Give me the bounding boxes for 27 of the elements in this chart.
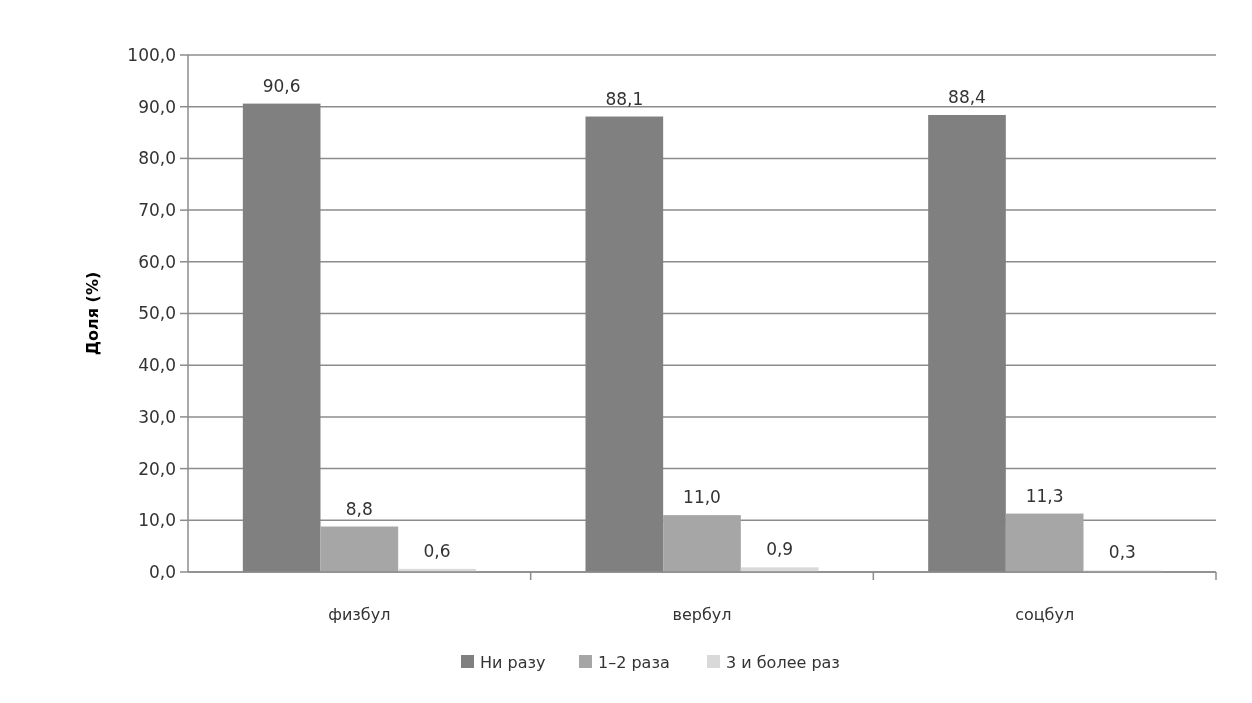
- data-label: 11,3: [1025, 485, 1064, 506]
- y-tick-label: 10,0: [138, 510, 176, 531]
- x-tick-label: вербул: [672, 605, 732, 624]
- data-label: 11,0: [683, 487, 721, 508]
- y-tick-label: 80,0: [138, 148, 176, 169]
- y-tick-label: 20,0: [138, 458, 176, 479]
- y-tick-label: 40,0: [138, 355, 176, 376]
- y-tick-label: 90,0: [138, 96, 176, 117]
- y-tick-label: 50,0: [138, 303, 176, 324]
- data-label: 88,4: [948, 86, 986, 107]
- data-label: 90,6: [262, 75, 301, 96]
- legend-label: 1–2 раза: [598, 652, 670, 672]
- y-tick-label: 60,0: [138, 251, 176, 272]
- y-axis-title: Доля (%): [83, 271, 102, 356]
- legend-label: Ни разу: [480, 652, 546, 672]
- data-label: 0,6: [423, 540, 451, 561]
- y-tick-label: 70,0: [138, 200, 176, 221]
- y-tick-label: 30,0: [138, 406, 176, 427]
- x-tick-label: физбул: [328, 605, 391, 624]
- data-label: 88,1: [605, 88, 644, 109]
- y-tick-label: 0,0: [148, 561, 176, 582]
- data-label: 8,8: [345, 498, 373, 519]
- y-tick-label: 100,0: [127, 44, 176, 65]
- x-tick-label: соцбул: [1015, 605, 1075, 624]
- data-label: 0,3: [1108, 542, 1136, 563]
- legend-label: 3 и более раз: [726, 652, 840, 672]
- data-label: 0,9: [766, 539, 794, 560]
